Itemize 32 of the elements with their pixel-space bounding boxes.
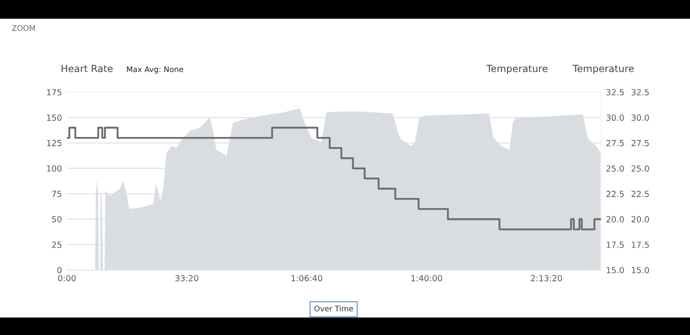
y-tick-label: 150 <box>47 114 62 121</box>
y3-tick-label: 22.5 <box>632 190 649 198</box>
y3-tick-label: 25.0 <box>632 165 649 172</box>
y2-tick-label: 22.5 <box>606 190 624 198</box>
y-tick-label: 50 <box>52 216 62 222</box>
y-tick-label: 100 <box>47 165 62 172</box>
y3-axis-title: Temperature <box>572 64 634 74</box>
y3-tick-label: 20.0 <box>632 216 649 222</box>
y-tick-label: 75 <box>52 190 62 198</box>
y2-tick-label: 30.0 <box>606 114 624 121</box>
y2-tick-label: 25.0 <box>606 165 624 172</box>
y2-axis-title: Temperature <box>486 64 548 74</box>
x-tick-label: 1:40:00 <box>411 275 442 282</box>
y-tick-label: 175 <box>47 89 62 96</box>
x-tick-label: 33:20 <box>175 275 198 282</box>
x-tick-label: 0:00 <box>58 275 76 282</box>
y3-tick-label: 32.5 <box>632 89 649 96</box>
y3-tick-label: 15.0 <box>632 266 649 274</box>
y3-tick-label: 27.5 <box>632 140 649 146</box>
y2-tick-label: 32.5 <box>606 89 624 96</box>
y3-tick-label: 30.0 <box>632 114 649 121</box>
x-tick-label: 2:13:20 <box>530 275 562 282</box>
y2-tick-label: 27.5 <box>606 140 624 146</box>
y3-tick-label: 17.5 <box>632 242 649 248</box>
y-axis-title: Heart Rate <box>62 64 113 72</box>
y-tick-label: 25 <box>52 242 62 248</box>
y-tick-label: 0 <box>57 266 62 274</box>
y2-tick-label: 17.5 <box>606 242 624 248</box>
y2-tick-label: 15.0 <box>606 266 624 274</box>
x-tick-label: 1:06:40 <box>292 275 322 282</box>
y2-tick-label: 20.0 <box>606 216 624 222</box>
y-tick-label: 125 <box>47 140 62 146</box>
